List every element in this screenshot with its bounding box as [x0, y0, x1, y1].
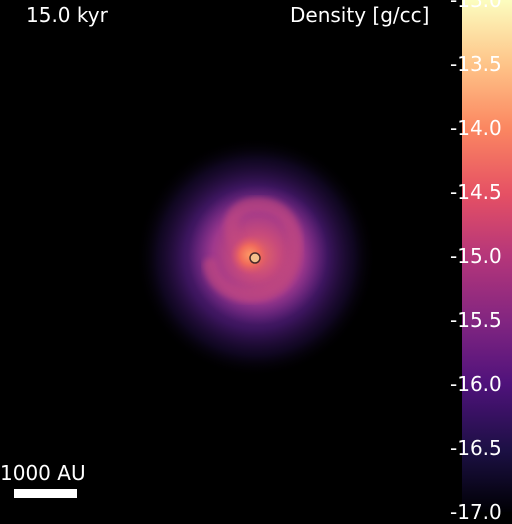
- colorbar-tick-label: -15.0: [450, 246, 502, 266]
- colorbar-tick-label: -14.5: [450, 182, 502, 202]
- core-glow: [230, 235, 270, 275]
- colorbar-tick-label: -16.0: [450, 374, 502, 394]
- quantity-label: Density [g/cc]: [290, 3, 429, 27]
- colorbar-tick-label: -14.0: [450, 118, 502, 138]
- scale-bar-label: 1000 AU: [0, 461, 86, 485]
- density-projection-image: [0, 0, 462, 512]
- colorbar-tick-label: -17.0: [450, 502, 502, 522]
- time-label: 15.0 kyr: [26, 3, 108, 27]
- scale-bar: [14, 489, 77, 498]
- colorbar-tick-label: -16.5: [450, 438, 502, 458]
- colorbar-tick-label: -15.5: [450, 310, 502, 330]
- colorbar-tick-label: -13.0: [450, 0, 502, 10]
- colorbar-tick-label: -13.5: [450, 54, 502, 74]
- sink-particle-marker: [250, 253, 260, 263]
